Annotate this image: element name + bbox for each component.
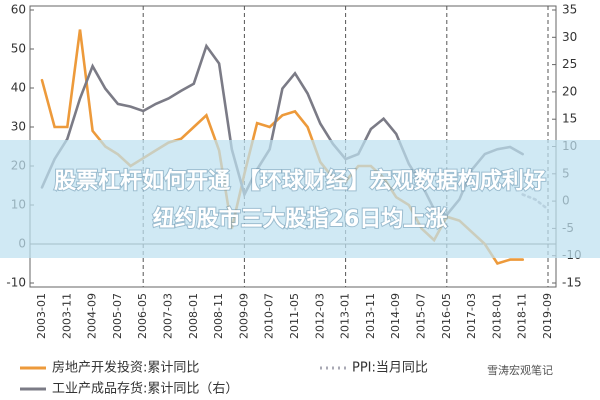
x-tick-label: 2013-11: [364, 293, 377, 339]
x-tick-label: 2018-11: [516, 293, 529, 339]
y-tick-label: 30: [11, 120, 26, 134]
x-tick-label: 2004-09: [86, 293, 99, 339]
overlay-title: 股票杠杆如何开通 【环球财经】宏观数据构成利好: [54, 168, 546, 194]
y-tick-label: 50: [11, 42, 26, 56]
x-tick-label: 2011-05: [288, 293, 301, 339]
x-tick-label: 2014-09: [389, 293, 402, 339]
x-tick-label: 2018-01: [490, 293, 503, 339]
overlay-subtitle: 纽约股市三大股指26日均上涨: [153, 206, 448, 232]
legend-label: PPI:当月同比: [352, 361, 428, 376]
y-tick-label: 40: [11, 81, 26, 95]
x-tick-label: 2010-07: [263, 293, 276, 339]
x-tick-label: 2013-01: [339, 293, 352, 339]
x-tick-label: 2015-07: [415, 293, 428, 339]
x-tick-label: 2003-01: [35, 293, 48, 339]
legend-label: 工业产成品存货:累计同比（右）: [52, 381, 238, 397]
x-tick-label: 2005-07: [111, 293, 124, 339]
y2-tick-label: 20: [562, 84, 577, 98]
watermark: 雪涛宏观笔记: [487, 363, 553, 377]
y2-tick-label: 25: [562, 57, 577, 71]
y2-tick-label: 30: [562, 30, 577, 44]
overlay-band: [0, 140, 600, 258]
x-tick-label: 2016-05: [440, 293, 453, 339]
x-tick-label: 2009-09: [237, 293, 250, 339]
y2-tick-label: 15: [562, 112, 577, 126]
x-tick-label: 2006-05: [136, 293, 149, 339]
y-tick-label: -10: [6, 276, 26, 290]
y2-tick-label: 35: [562, 3, 577, 17]
y2-tick-label: -15: [562, 276, 582, 290]
x-tick-label: 2003-11: [60, 293, 73, 339]
x-tick-label: 2007-03: [162, 293, 175, 339]
y-tick-label: 60: [11, 3, 26, 17]
x-tick-label: 2019-09: [541, 293, 554, 339]
x-tick-label: 2017-03: [465, 293, 478, 339]
x-tick-label: 2008-11: [212, 293, 225, 339]
x-tick-label: 2008-01: [187, 293, 200, 339]
legend-label: 房地产开发投资:累计同比: [52, 360, 199, 376]
x-tick-label: 2012-03: [313, 293, 326, 339]
